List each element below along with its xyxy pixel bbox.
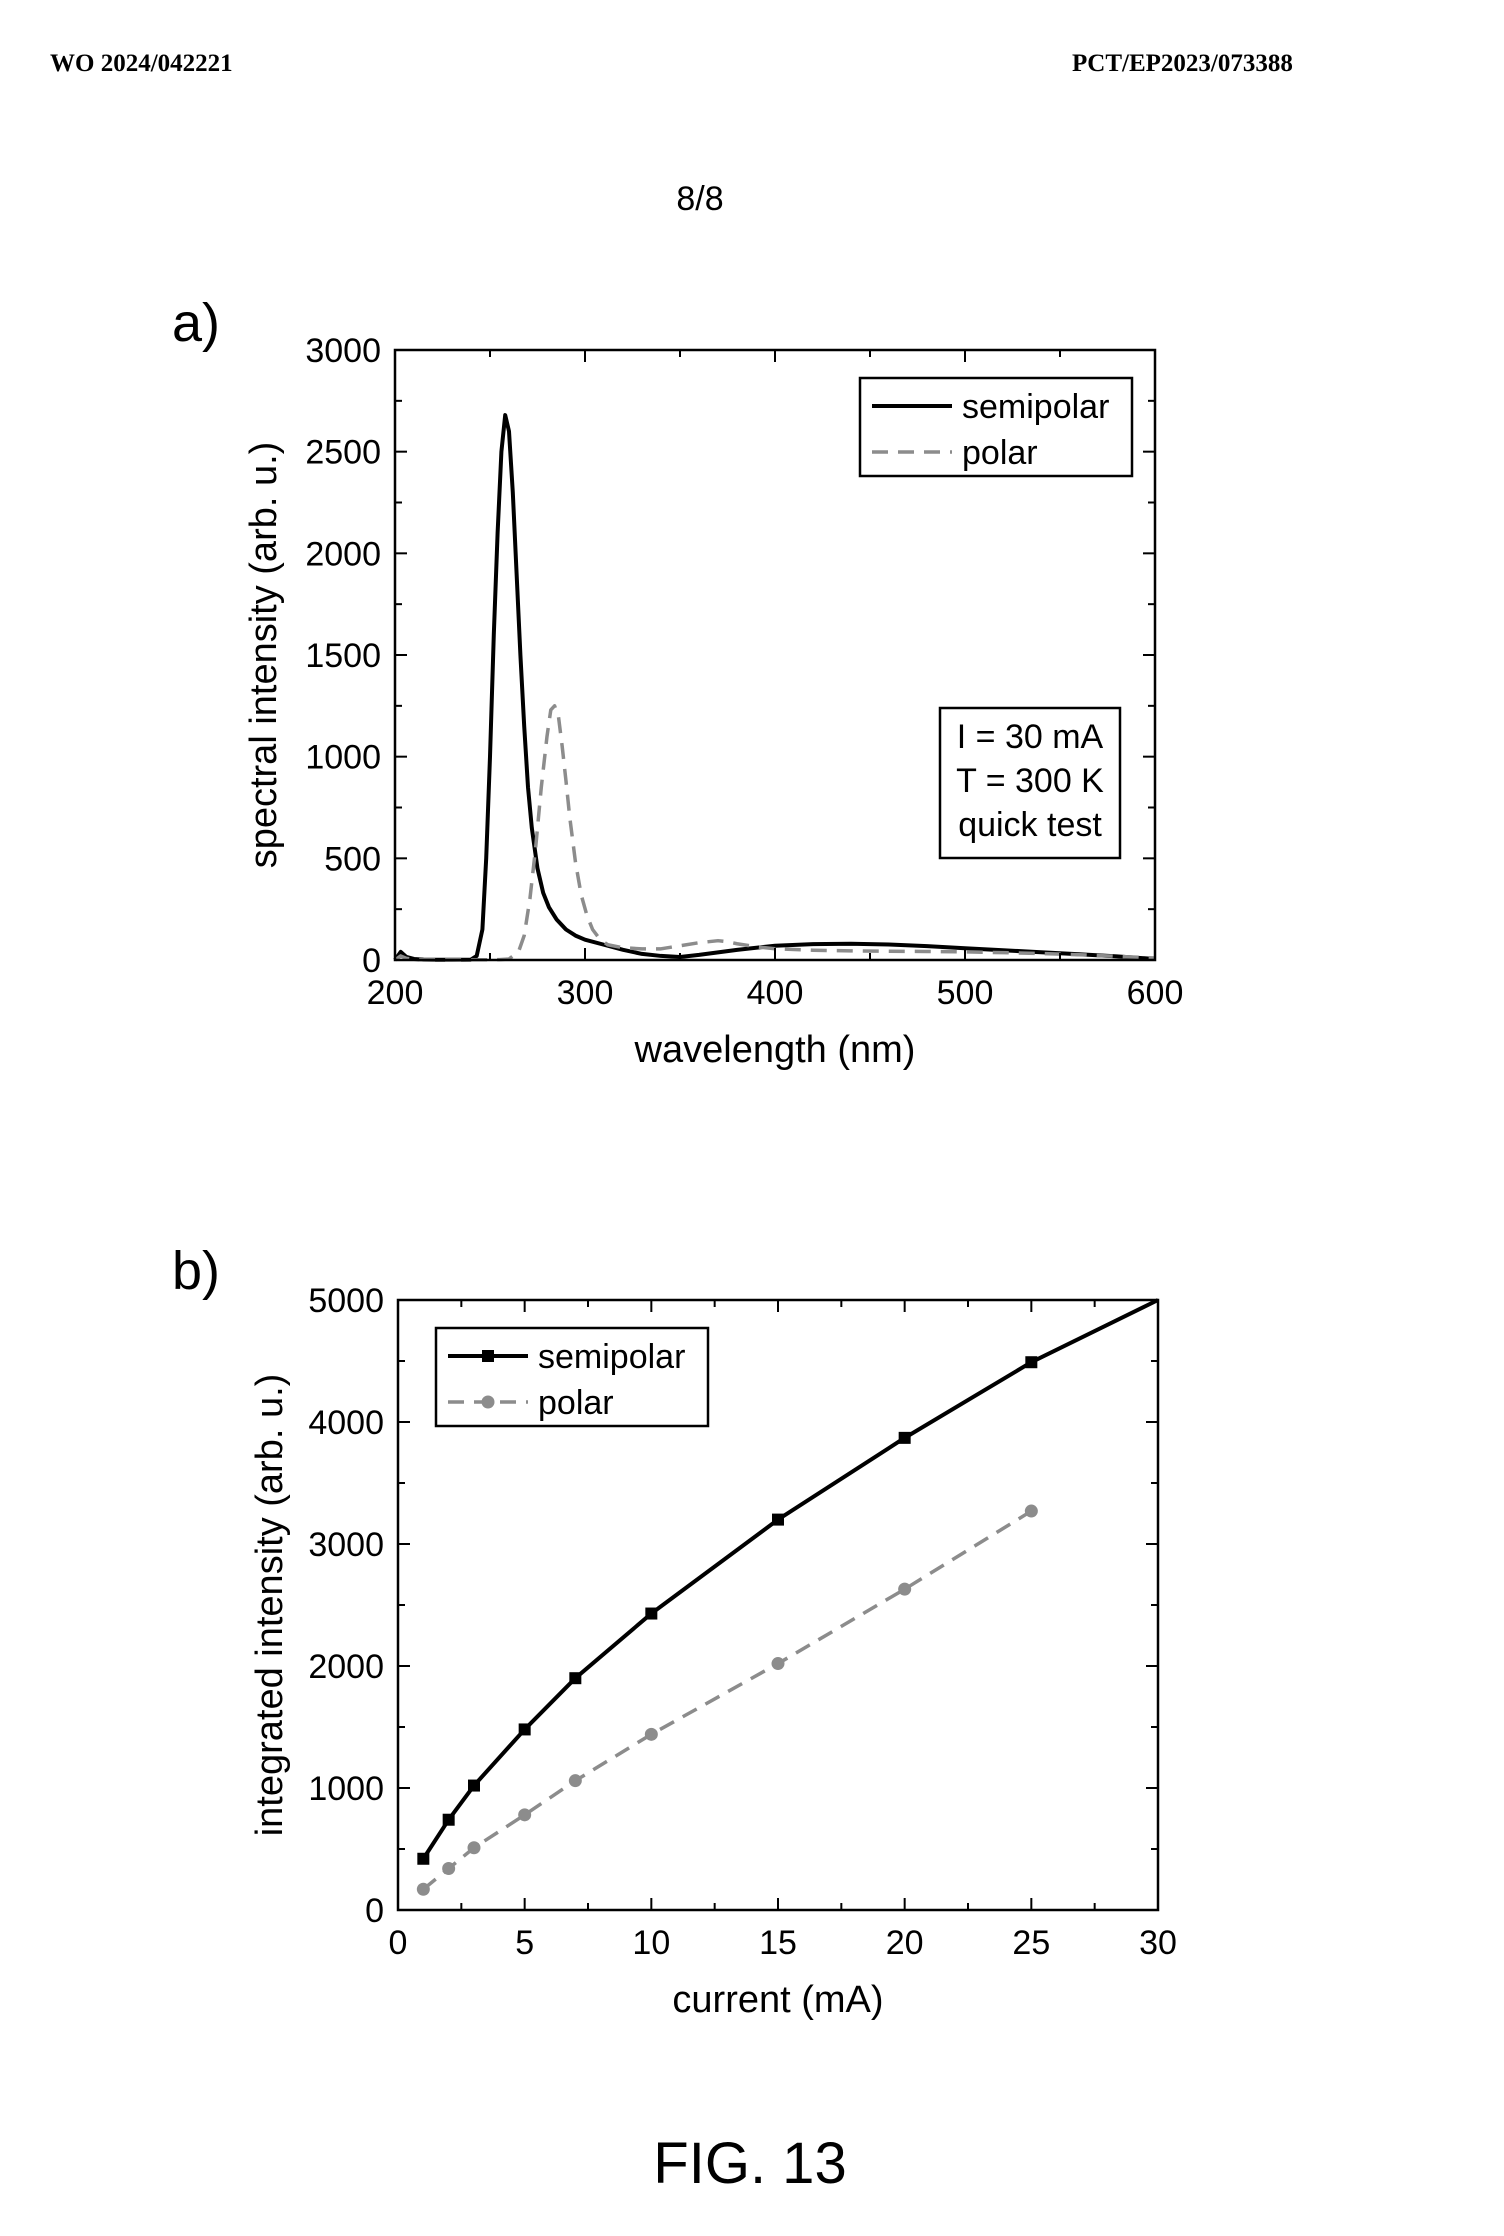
x-axis-title: current (mA) <box>672 1979 883 2021</box>
data-point-semipolar <box>518 1723 531 1736</box>
data-point-polar <box>518 1808 532 1822</box>
figure-caption: FIG. 13 <box>653 2131 847 2196</box>
y-tick-label: 1000 <box>305 739 381 777</box>
x-tick-label: 500 <box>937 974 994 1012</box>
x-tick-label: 10 <box>632 1924 670 1962</box>
legend-box <box>858 376 1134 478</box>
legend-label-polar: polar <box>962 434 1038 472</box>
x-tick-label: 5 <box>515 1924 534 1962</box>
y-tick-label: 2500 <box>305 434 381 472</box>
application-number: PCT/EP2023/073388 <box>1072 50 1293 77</box>
y-tick-label: 2000 <box>305 535 381 573</box>
x-axis-title: wavelength (nm) <box>634 1029 916 1071</box>
data-point-semipolar <box>442 1813 455 1826</box>
spectral-intensity-chart: 200 300 400 500 600 0 500 1000 1500 2000 2500 3000 w… <box>243 332 1184 1071</box>
x-tick-label: 400 <box>747 974 804 1012</box>
y-tick-label: 2000 <box>308 1648 384 1686</box>
y-tick-label: 1500 <box>305 637 381 675</box>
data-point-polar <box>568 1774 582 1788</box>
x-tick-label: 300 <box>557 974 614 1012</box>
data-point-polar <box>898 1582 912 1596</box>
y-tick-label: 3000 <box>305 332 381 370</box>
data-point-semipolar <box>898 1431 911 1444</box>
legend-marker-polar <box>481 1395 495 1409</box>
x-tick-label: 0 <box>389 1924 408 1962</box>
series-line-semipolar <box>393 413 1156 962</box>
annotation-line: quick test <box>958 806 1102 844</box>
data-point-polar <box>644 1727 658 1741</box>
series-line-polar <box>422 1509 1033 1891</box>
page-number: 8/8 <box>676 180 724 218</box>
legend-label-semipolar: semipolar <box>962 388 1109 426</box>
annotation-line: I = 30 mA <box>957 718 1104 756</box>
data-point-polar <box>771 1657 785 1671</box>
y-tick-label: 0 <box>365 1892 384 1930</box>
data-point-semipolar <box>1025 1356 1038 1369</box>
y-tick-label: 500 <box>324 840 381 878</box>
data-point-semipolar <box>468 1779 480 1792</box>
data-point-semipolar <box>645 1607 658 1620</box>
legend-label-polar: polar <box>538 1384 614 1422</box>
annotation-line: T = 300 K <box>956 762 1104 800</box>
legend-label-semipolar: semipolar <box>538 1338 685 1376</box>
data-point-semipolar <box>772 1513 784 1526</box>
panel-label-a: a) <box>172 293 221 353</box>
data-point-polar <box>442 1862 456 1876</box>
x-tick-label: 20 <box>886 1924 924 1962</box>
y-tick-label: 4000 <box>308 1404 384 1442</box>
panel-label-b: b) <box>172 1241 221 1301</box>
patent-number: WO 2024/042221 <box>50 50 233 77</box>
annotation-box <box>938 706 1122 860</box>
y-tick-label: 1000 <box>308 1770 384 1808</box>
y-tick-label: 3000 <box>308 1526 384 1564</box>
y-axis-title: spectral intensity (arb. u.) <box>243 442 285 869</box>
series-line-semipolar <box>421 1298 1159 1860</box>
data-point-polar <box>467 1841 481 1855</box>
data-point-semipolar <box>569 1672 582 1685</box>
x-tick-label: 15 <box>759 1924 797 1962</box>
legend-marker-semipolar <box>482 1350 494 1362</box>
x-tick-label: 600 <box>1127 974 1184 1012</box>
x-tick-label: 25 <box>1012 1924 1050 1962</box>
y-axis-title: integrated intensity (arb. u.) <box>249 1374 291 1837</box>
series-line-polar <box>393 704 1156 962</box>
y-tick-label: 5000 <box>308 1282 384 1320</box>
data-point-semipolar <box>417 1852 430 1865</box>
y-tick-label: 0 <box>362 942 381 980</box>
x-tick-label: 30 <box>1139 1924 1177 1962</box>
data-point-polar <box>1024 1504 1038 1518</box>
legend-box <box>434 1326 710 1428</box>
x-tick-label: 200 <box>367 974 424 1012</box>
integrated-intensity-chart: 0 5 10 15 20 25 30 0 1000 2000 3000 4000 5000 current… <box>249 1282 1177 2021</box>
data-point-polar <box>416 1882 430 1896</box>
